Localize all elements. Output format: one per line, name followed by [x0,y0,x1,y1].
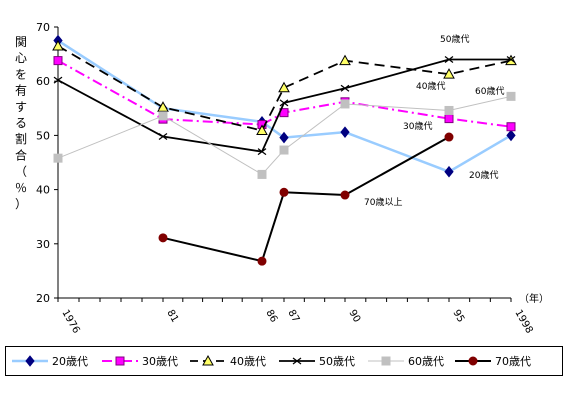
series-3 [52,39,517,136]
data-point [444,56,454,64]
data-point [444,132,454,142]
legend-marker [202,354,214,366]
x-tick-label: 86 [263,308,279,325]
series-annotation: 20歳代 [469,169,498,181]
data-point [340,190,350,200]
legend-item-1: 20歳代 [12,355,88,368]
series-annotation: 30歳代 [403,120,432,132]
legend-marker [468,356,478,366]
legend-label: 40歳代 [230,355,266,368]
data-point [444,105,454,115]
y-tick-label: 30 [36,238,50,251]
x-tick-label: 90 [346,308,362,325]
x-tick-label: 95 [450,308,466,325]
legend-item-4: 50歳代 [279,355,355,368]
x-marker-stroke [444,56,454,64]
legend-label: 60歳代 [408,355,444,368]
x-marker-stroke [257,148,267,156]
y-tick-label: 70 [36,21,50,34]
data-point [52,39,64,51]
data-point [279,99,289,107]
legend-label: 20歳代 [52,355,88,368]
data-point [506,129,516,142]
legend-label: 50歳代 [319,355,355,368]
legend-item-5: 60歳代 [368,355,444,368]
x-marker-stroke [292,357,302,365]
series-5 [53,91,516,179]
chart-legend: 20歳代 30歳代 40歳代 50歳代 60歳代 70歳代 [5,346,563,376]
data-point [279,187,289,197]
x-tick-label: 81 [164,308,180,325]
data-point [506,122,516,132]
y-tick-label: 50 [36,129,50,142]
series-6 [158,132,454,266]
series-4 [53,56,516,156]
data-point [157,101,169,112]
legend-marker [292,357,302,365]
x-tick-label: 1976 [59,308,81,336]
y-tick-label: 20 [36,292,50,305]
series-annotation: 70歳以上 [364,196,402,208]
x-marker-stroke [506,56,516,64]
data-point [279,145,289,155]
data-point [256,124,268,136]
data-point [158,133,168,140]
x-tick-label: 87 [285,308,301,325]
data-point [443,68,455,79]
data-point [340,126,350,138]
data-point [340,99,350,109]
legend-marker [381,356,391,366]
x-marker-stroke [53,76,63,84]
legend-item-6: 70歳代 [455,355,531,368]
x-marker-stroke [279,99,289,107]
series-2 [53,56,516,132]
data-point [444,165,454,178]
legend-item-2: 30歳代 [102,355,178,368]
data-point [53,56,63,66]
legend-label: 30歳代 [142,355,178,368]
y-tick-label: 40 [36,184,50,197]
y-axis-title: 関心を有する割合（％） [15,35,27,211]
data-point [278,81,290,93]
series-annotation: 60歳代 [475,85,504,97]
series-annotation: 50歳代 [440,33,469,45]
data-point [53,76,63,84]
data-point [257,256,267,266]
y-tick-label: 60 [36,75,50,88]
x-tick-label: 1998 [512,308,534,336]
legend-marker [115,356,125,366]
chart-series [52,34,517,266]
data-point [158,233,168,243]
data-point [506,56,516,64]
legend-item-3: 40歳代 [190,354,266,368]
data-point [506,91,516,101]
data-point [279,131,289,144]
x-marker-stroke [158,133,168,140]
data-point [158,111,168,121]
x-marker-stroke [340,84,350,92]
data-point [53,153,63,163]
data-point [340,84,350,92]
x-axis-unit: （年） [519,292,549,305]
series-annotation: 40歳代 [416,80,445,92]
data-point [444,114,454,124]
data-point [257,148,267,156]
data-point [339,54,351,66]
legend-marker [25,355,35,367]
chart-annotations: 50歳代 40歳代 60歳代 30歳代 20歳代 70歳以上 [364,33,504,208]
legend-label: 70歳代 [495,355,531,368]
data-point [257,169,267,179]
